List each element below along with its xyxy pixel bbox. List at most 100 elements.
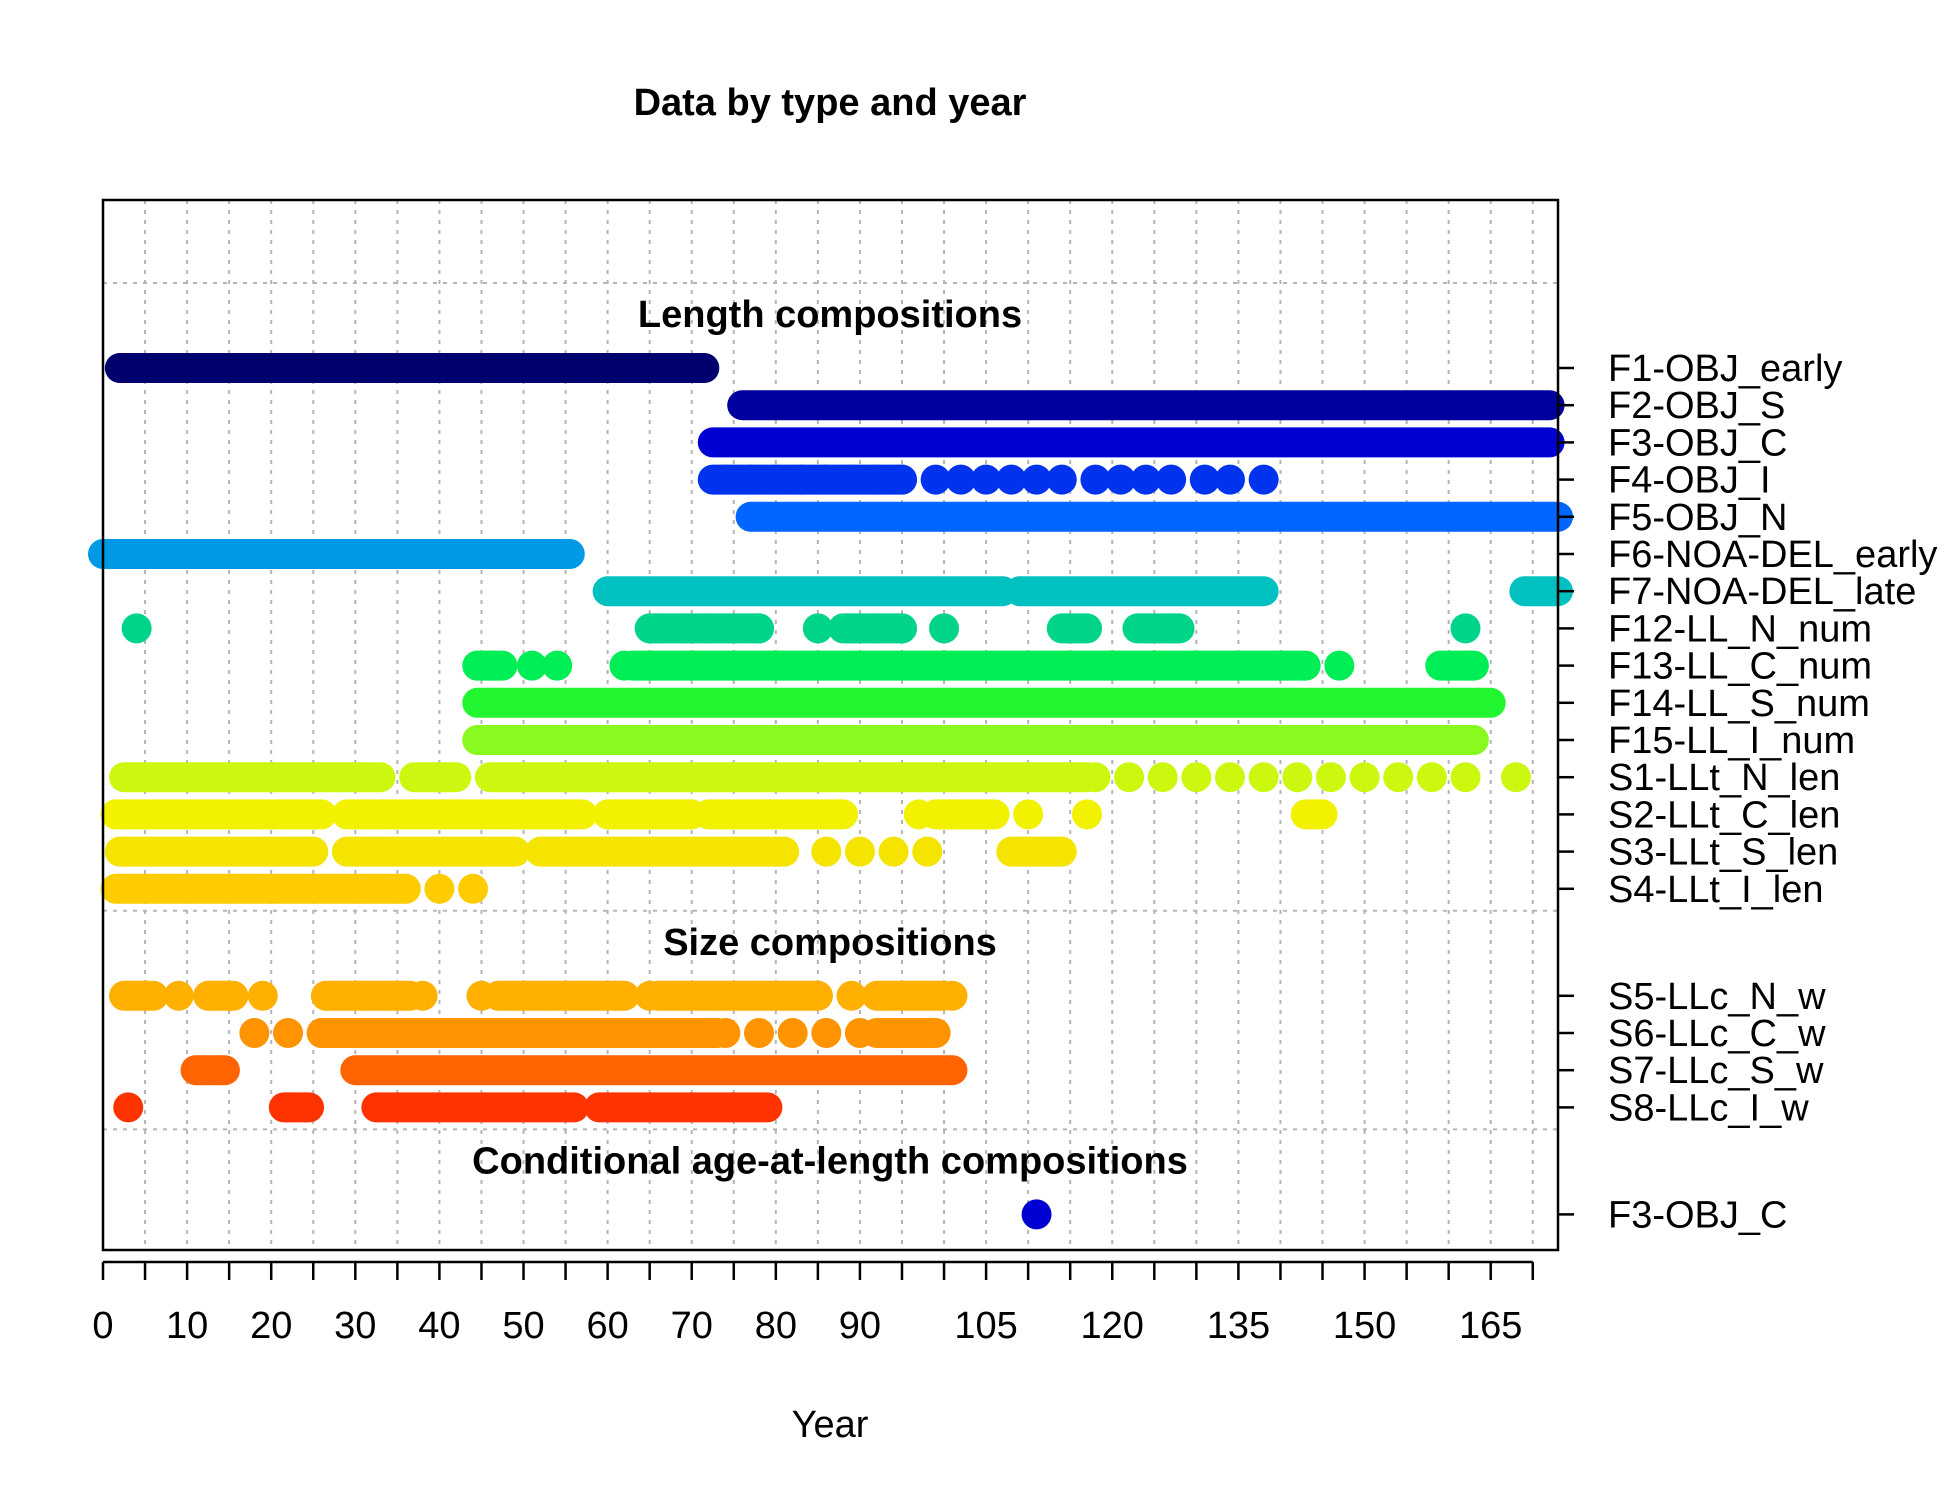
data-point: [844, 1018, 875, 1048]
series-label: S4-LLt_I_len: [1608, 869, 1824, 911]
series-label: S5-LLc_N_w: [1608, 976, 1826, 1018]
chart-title: Data by type and year: [634, 82, 1027, 124]
data-point: [920, 464, 951, 495]
series-label: F13-LL_C_num: [1608, 646, 1872, 688]
data-point: [609, 1018, 640, 1048]
data-point: [348, 980, 379, 1011]
x-tick-label: 120: [1081, 1305, 1144, 1347]
data-point: [1114, 762, 1145, 793]
data-point: [1282, 762, 1313, 793]
data-point: [239, 1018, 270, 1048]
data-point: [878, 836, 909, 867]
data-point: [1156, 613, 1187, 644]
data-point: [643, 613, 674, 644]
data-point: [1055, 613, 1086, 644]
data-point: [306, 1018, 337, 1048]
data-point: [516, 650, 547, 681]
section-label: Length compositions: [638, 294, 1022, 336]
data-point: [1046, 464, 1077, 495]
series-label: S2-LLt_C_len: [1608, 794, 1840, 836]
data-point: [836, 464, 867, 495]
data-point: [1248, 464, 1279, 495]
data-point: [533, 980, 564, 1011]
data-point: [886, 613, 917, 644]
series-label: F6-NOA-DEL_early: [1608, 534, 1937, 576]
data-point: [634, 980, 665, 1011]
x-axis-title: Year: [792, 1404, 869, 1446]
data-point: [1500, 762, 1531, 793]
plot-frame: [101, 198, 1560, 1252]
data-point: [971, 464, 1002, 495]
series-marks: [180, 1055, 968, 1086]
data-point: [542, 1018, 573, 1048]
data-point: [1130, 613, 1161, 644]
data-point: [1080, 464, 1111, 495]
data-point: [113, 1092, 144, 1123]
grid: [102, 200, 1558, 1250]
data-point: [1181, 762, 1212, 793]
data-point: [777, 1018, 808, 1048]
x-tick-label: 70: [671, 1305, 713, 1347]
x-tick-label: 20: [250, 1305, 292, 1347]
x-tick-label: 150: [1333, 1305, 1396, 1347]
data-point: [1072, 799, 1103, 830]
data-point: [710, 464, 741, 495]
data-point: [121, 613, 152, 644]
x-tick-label: 0: [92, 1305, 113, 1347]
series-label: S3-LLt_S_len: [1608, 832, 1838, 874]
series-label: F1-OBJ_early: [1608, 348, 1842, 390]
data-point: [1147, 762, 1178, 793]
data-point: [1324, 650, 1355, 681]
data-point: [315, 980, 346, 1011]
data-point: [912, 836, 943, 867]
data-point: [929, 613, 960, 644]
data-point: [836, 613, 867, 644]
data-point: [508, 1018, 539, 1048]
series-marks: [104, 836, 1077, 867]
data-point: [500, 980, 531, 1011]
data-point: [466, 980, 497, 1011]
series-marks: [100, 873, 489, 904]
data-point: [247, 980, 278, 1011]
data-point: [373, 1018, 404, 1048]
data-point: [1248, 762, 1279, 793]
data-point: [802, 613, 833, 644]
data-point: [474, 650, 505, 681]
data-point: [289, 1092, 320, 1123]
data-point: [1130, 464, 1161, 495]
data-point: [971, 799, 1002, 830]
data-point: [769, 980, 800, 1011]
data-point: [1450, 650, 1481, 681]
series-label: F3-OBJ_C: [1608, 1194, 1787, 1236]
data-point: [205, 1055, 236, 1086]
x-tick-label: 135: [1207, 1305, 1270, 1347]
data-point: [424, 873, 455, 904]
data-point: [811, 464, 842, 495]
x-tick-label: 90: [839, 1305, 881, 1347]
data-point: [458, 873, 489, 904]
series-label: F4-OBJ_I: [1608, 460, 1771, 502]
data-point: [1416, 762, 1447, 793]
series-marks: [100, 799, 1338, 830]
data-point: [701, 980, 732, 1011]
data-point: [945, 464, 976, 495]
series-marks: [121, 613, 1481, 644]
data-point: [836, 980, 867, 1011]
data-point: [693, 613, 724, 644]
data-point: [870, 980, 901, 1011]
data-point: [937, 980, 968, 1011]
data-point: [744, 613, 775, 644]
data-point: [1156, 464, 1187, 495]
data-point: [676, 1018, 707, 1048]
x-tick-label: 105: [954, 1305, 1017, 1347]
data-point: [441, 1018, 472, 1048]
series-marks: [109, 980, 968, 1011]
x-tick-label: 30: [334, 1305, 376, 1347]
data-point: [1021, 464, 1052, 495]
series-label: S7-LLc_S_w: [1608, 1050, 1824, 1092]
series-marks: [239, 1018, 951, 1048]
data-point: [937, 799, 968, 830]
x-tick-label: 80: [755, 1305, 797, 1347]
series-marks: [697, 464, 1279, 495]
